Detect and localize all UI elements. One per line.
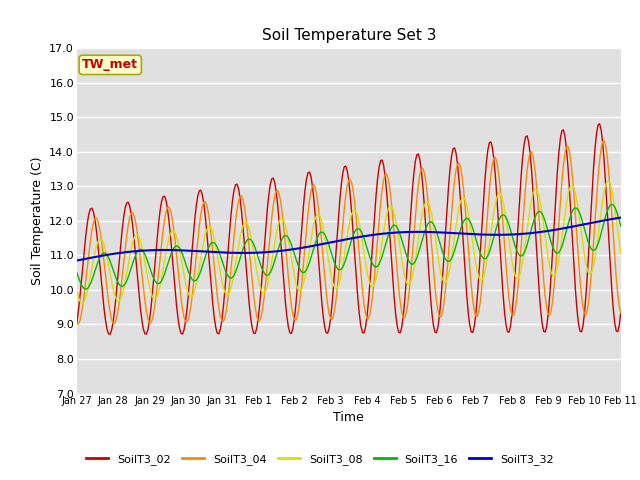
Legend: SoilT3_02, SoilT3_04, SoilT3_08, SoilT3_16, SoilT3_32: SoilT3_02, SoilT3_04, SoilT3_08, SoilT3_… (81, 450, 559, 469)
Y-axis label: Soil Temperature (C): Soil Temperature (C) (31, 156, 44, 285)
X-axis label: Time: Time (333, 410, 364, 423)
Text: TW_met: TW_met (82, 59, 138, 72)
Title: Soil Temperature Set 3: Soil Temperature Set 3 (262, 28, 436, 43)
